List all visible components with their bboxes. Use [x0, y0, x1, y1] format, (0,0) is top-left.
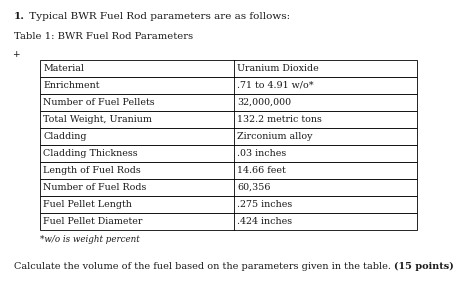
Text: Calculate the volume of the fuel based on the parameters given in the table.: Calculate the volume of the fuel based o…: [14, 262, 394, 271]
Text: .03 inches: .03 inches: [237, 149, 287, 158]
Text: Cladding Thickness: Cladding Thickness: [43, 149, 138, 158]
Text: 1.: 1.: [14, 12, 25, 21]
Text: Typical BWR Fuel Rod parameters are as follows:: Typical BWR Fuel Rod parameters are as f…: [26, 12, 290, 21]
Text: (15 points): (15 points): [394, 262, 454, 271]
Text: Number of Fuel Pellets: Number of Fuel Pellets: [43, 98, 155, 107]
Text: .275 inches: .275 inches: [237, 200, 292, 209]
Bar: [40, 77, 417, 94]
Text: Length of Fuel Rods: Length of Fuel Rods: [43, 166, 141, 175]
Text: Total Weight, Uranium: Total Weight, Uranium: [43, 115, 152, 124]
Text: Fuel Pellet Length: Fuel Pellet Length: [43, 200, 132, 209]
Bar: [40, 196, 417, 213]
Bar: [40, 111, 417, 128]
Text: .424 inches: .424 inches: [237, 217, 292, 226]
Text: *w/o is weight percent: *w/o is weight percent: [40, 235, 140, 244]
Text: 60,356: 60,356: [237, 183, 271, 192]
Bar: [40, 213, 417, 230]
Bar: [40, 145, 417, 162]
Text: Uranium Dioxide: Uranium Dioxide: [237, 64, 319, 73]
Bar: [40, 60, 417, 77]
Text: Cladding: Cladding: [43, 132, 87, 141]
Text: Fuel Pellet Diameter: Fuel Pellet Diameter: [43, 217, 143, 226]
Bar: [40, 179, 417, 196]
Text: Zirconium alloy: Zirconium alloy: [237, 132, 313, 141]
Text: 32,000,000: 32,000,000: [237, 98, 292, 107]
Text: .71 to 4.91 w/o*: .71 to 4.91 w/o*: [237, 81, 314, 90]
Bar: [40, 162, 417, 179]
Bar: [40, 94, 417, 111]
Text: Enrichment: Enrichment: [43, 81, 100, 90]
Text: 14.66 feet: 14.66 feet: [237, 166, 286, 175]
Bar: [40, 128, 417, 145]
Text: +: +: [12, 50, 19, 59]
Text: Number of Fuel Rods: Number of Fuel Rods: [43, 183, 146, 192]
Text: Material: Material: [43, 64, 84, 73]
Text: Table 1: BWR Fuel Rod Parameters: Table 1: BWR Fuel Rod Parameters: [14, 32, 193, 41]
Text: 132.2 metric tons: 132.2 metric tons: [237, 115, 322, 124]
Text: Calculate the volume of the fuel based on the parameters given in the table.: Calculate the volume of the fuel based o…: [14, 262, 394, 271]
